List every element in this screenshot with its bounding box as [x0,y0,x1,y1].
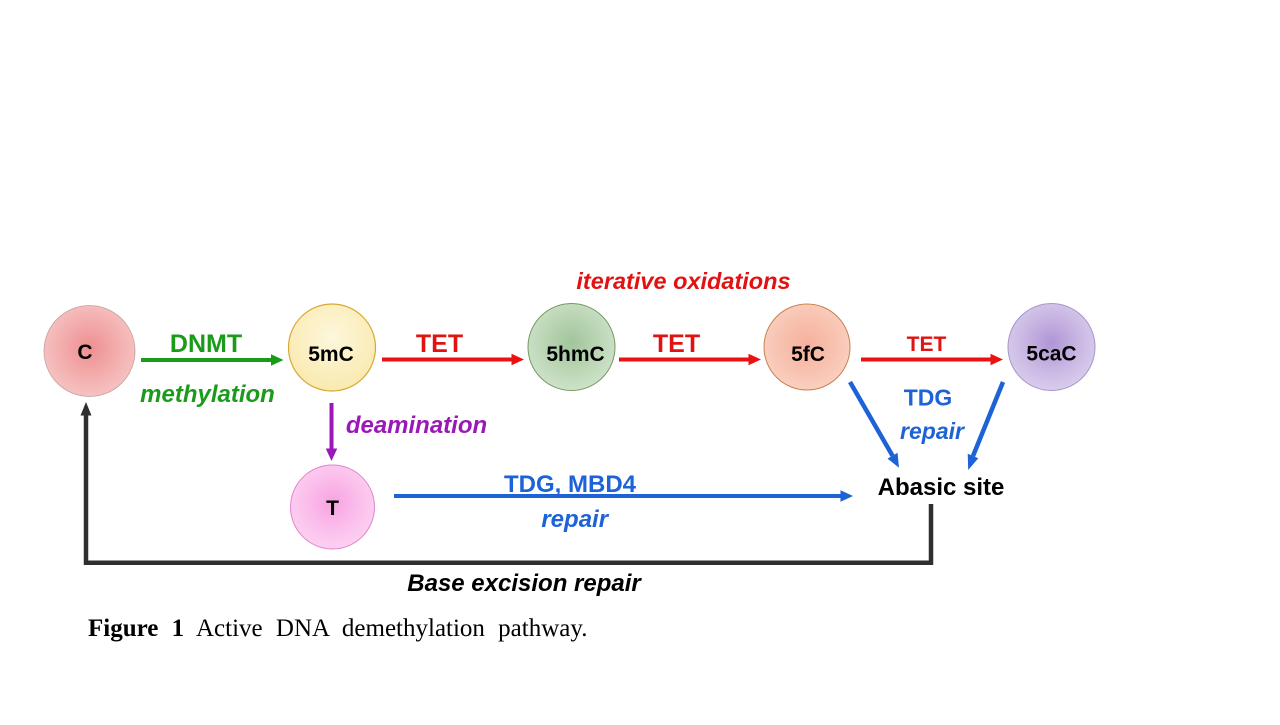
svg-text:C: C [77,341,92,364]
svg-text:Abasic site: Abasic site [878,474,1005,501]
svg-text:repair: repair [900,418,965,444]
svg-text:TET: TET [653,330,700,358]
svg-text:Figure 1 Active DNA demethylat: Figure 1 Active DNA demethylation pathwa… [88,615,588,642]
svg-text:5mC: 5mC [308,343,354,366]
svg-text:TET: TET [907,333,947,356]
svg-text:TET: TET [416,330,463,358]
svg-text:TDG, MBD4: TDG, MBD4 [504,471,637,498]
svg-text:repair: repair [541,506,609,533]
svg-text:5hmC: 5hmC [546,343,604,366]
svg-text:DNMT: DNMT [170,330,242,358]
svg-text:deamination: deamination [346,412,487,439]
svg-text:methylation: methylation [140,381,275,408]
svg-text:5fC: 5fC [791,343,825,366]
svg-text:Base excision repair: Base excision repair [407,570,642,597]
svg-text:TDG: TDG [904,385,953,411]
svg-text:iterative oxidations: iterative oxidations [576,268,790,294]
svg-text:T: T [326,497,339,520]
svg-text:5caC: 5caC [1026,343,1076,366]
